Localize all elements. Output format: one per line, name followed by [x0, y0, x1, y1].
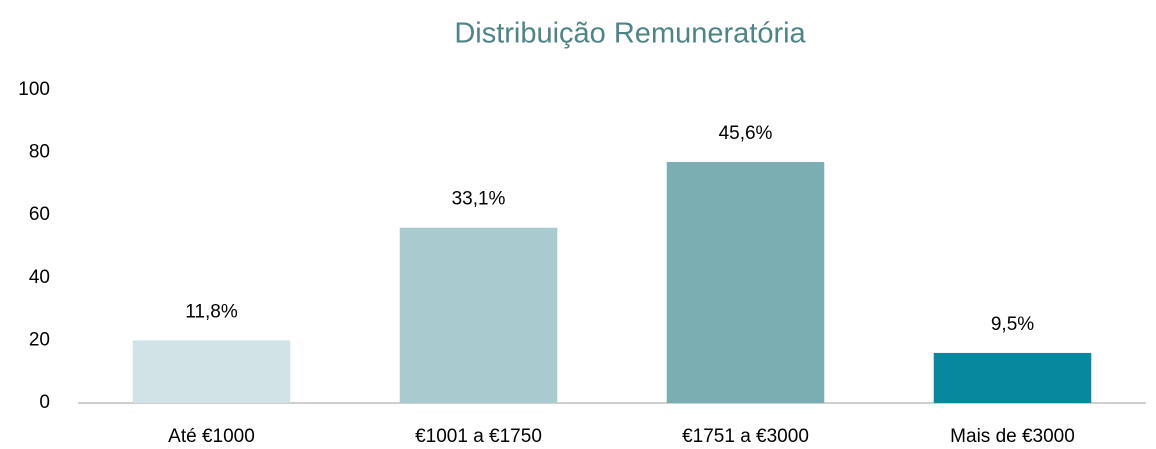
y-tick-label: 100 — [18, 79, 50, 100]
value-label: 45,6% — [719, 123, 773, 144]
x-tick-label: Até €1000 — [168, 426, 255, 447]
bar — [666, 161, 825, 403]
x-tick-label: Mais de €3000 — [950, 426, 1075, 447]
value-label: 9,5% — [991, 314, 1034, 335]
y-tick-label: 40 — [29, 267, 50, 288]
y-tick-label: 60 — [29, 204, 50, 225]
value-label: 33,1% — [452, 189, 506, 210]
bar — [933, 352, 1092, 403]
x-tick-label: €1001 a €1750 — [415, 426, 542, 447]
value-label: 11,8% — [185, 301, 238, 322]
y-tick-label: 20 — [29, 329, 50, 350]
y-tick-label: 0 — [39, 392, 50, 413]
y-tick-label: 80 — [29, 142, 50, 163]
bar — [132, 340, 291, 403]
x-tick-label: €1751 a €3000 — [682, 426, 809, 447]
chart-title: Distribuição Remuneratória — [454, 18, 806, 50]
bar — [399, 227, 558, 403]
